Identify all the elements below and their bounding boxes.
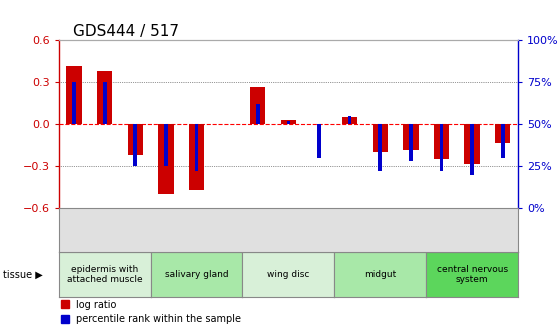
Text: wing disc: wing disc: [267, 270, 310, 279]
Text: salivary gland: salivary gland: [165, 270, 228, 279]
Bar: [317, 124, 321, 158]
Bar: [495, 124, 510, 142]
Bar: [501, 124, 505, 158]
Bar: [464, 124, 480, 164]
Bar: [403, 124, 418, 150]
Bar: [379, 124, 382, 171]
Bar: [103, 82, 106, 124]
Bar: [281, 120, 296, 124]
Text: tissue ▶: tissue ▶: [3, 270, 43, 280]
Bar: [440, 124, 444, 171]
Bar: [128, 124, 143, 155]
Bar: [158, 124, 174, 194]
Bar: [348, 116, 352, 124]
Bar: [133, 124, 137, 166]
Bar: [72, 82, 76, 124]
Bar: [434, 124, 449, 159]
Text: midgut: midgut: [364, 270, 396, 279]
Legend: log ratio, percentile rank within the sample: log ratio, percentile rank within the sa…: [61, 300, 241, 325]
Bar: [195, 124, 198, 171]
Bar: [189, 124, 204, 190]
Bar: [470, 124, 474, 175]
Bar: [97, 71, 113, 124]
Bar: [256, 104, 260, 124]
Bar: [164, 124, 168, 166]
Bar: [287, 121, 290, 124]
Text: GDS444 / 517: GDS444 / 517: [73, 24, 179, 39]
Text: epidermis with
attached muscle: epidermis with attached muscle: [67, 265, 143, 284]
Bar: [342, 117, 357, 124]
Bar: [250, 86, 265, 124]
Bar: [67, 66, 82, 124]
Bar: [372, 124, 388, 152]
Text: central nervous
system: central nervous system: [436, 265, 508, 284]
Bar: [409, 124, 413, 161]
